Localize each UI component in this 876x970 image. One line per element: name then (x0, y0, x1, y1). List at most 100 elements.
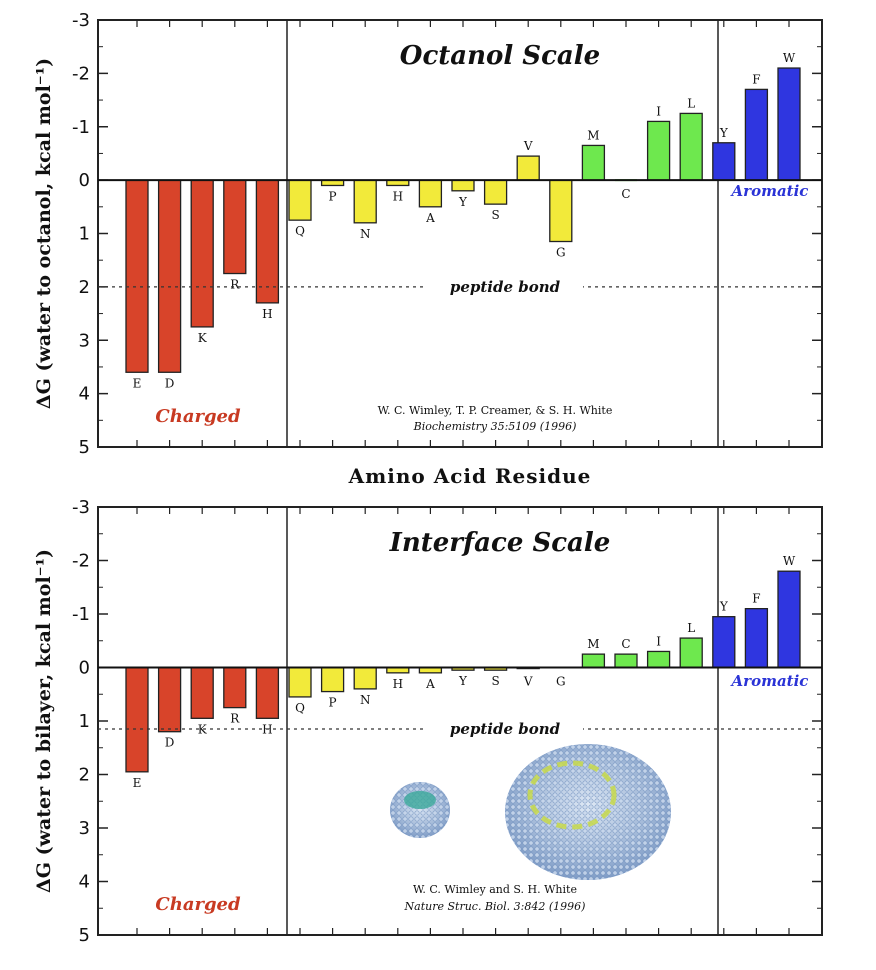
bar-label: K (198, 722, 208, 736)
bar-F (744, 88, 769, 181)
peptide-label-bg (427, 717, 583, 738)
bar-label: S (491, 674, 499, 688)
bar-label: A (425, 677, 435, 691)
peptide-bond-label: peptide bond (450, 278, 561, 296)
y-tick-label: -3 (72, 497, 90, 518)
charged-group-label: Charged (155, 406, 241, 427)
bar-L (679, 637, 703, 669)
bar-label: Y (719, 126, 729, 140)
bar-label: K (198, 331, 208, 345)
bar-S (483, 179, 508, 205)
bar-D (157, 666, 182, 733)
aromatic-group-label: Aromatic (730, 182, 809, 200)
bar-label: V (523, 139, 533, 153)
micelle-lipids (390, 782, 450, 838)
y-tick-label: 3 (79, 330, 90, 351)
bar-C (614, 653, 638, 669)
bar-label: W (783, 51, 796, 65)
bar-label: C (621, 187, 630, 201)
y-tick-label: -2 (72, 63, 90, 84)
bar-label: S (491, 208, 499, 222)
peptide-bond-label: peptide bond (450, 720, 561, 738)
y-tick-label: 0 (79, 170, 90, 191)
bar-label: N (360, 227, 371, 241)
bar-label: W (783, 554, 796, 568)
bar-label: Y (458, 195, 468, 209)
bar-label: G (556, 675, 566, 689)
bar-E (125, 666, 149, 773)
y-tick-label: 4 (79, 872, 90, 893)
y-tick-label: -2 (72, 551, 90, 572)
bar-label: R (230, 278, 240, 292)
y-tick-label: -1 (72, 604, 90, 625)
bar-label: C (621, 637, 630, 651)
bar-label: D (165, 736, 175, 750)
bar-label: I (656, 104, 661, 118)
bar-W (777, 67, 801, 181)
octanol-scale-panel: -3 -2 -1 0 1 2 3 4 5 E D K R H Q P N H A Y S V G M C I L Y F Wpeptide… (33, 10, 823, 458)
bar-K (190, 179, 214, 328)
bar-label: Y (458, 674, 468, 688)
bar-label: Q (295, 701, 305, 715)
y-tick-label: 1 (79, 711, 90, 732)
y-tick-label: 4 (79, 384, 90, 405)
bar-label: G (556, 246, 566, 260)
y-tick-label: 5 (79, 925, 90, 946)
x-axis-title: Amino Acid Residue (348, 464, 592, 488)
bar-label: F (752, 72, 760, 86)
bar-label: M (587, 637, 599, 651)
y-tick-label: 2 (79, 277, 90, 298)
bar-label: Q (295, 224, 305, 238)
bar-M (581, 144, 606, 181)
y-tick-label: 1 (79, 224, 90, 245)
aromatic-group-label: Aromatic (730, 672, 809, 690)
bar-label: H (393, 189, 403, 203)
y-tick-label: 2 (79, 765, 90, 786)
bar-label: F (752, 592, 760, 606)
scale-title: Interface Scale (389, 528, 611, 558)
citation-authors: W. C. Wimley, T. P. Creamer, & S. H. Whi… (378, 404, 613, 417)
bar-label: M (587, 128, 599, 142)
bar-G (549, 179, 573, 243)
bar-label: A (425, 211, 435, 225)
bar-H (255, 666, 280, 719)
bar-E (125, 179, 149, 373)
bar-N (353, 666, 377, 690)
bar-Y (451, 179, 475, 192)
bar-H (255, 179, 280, 304)
y-axis-label: ΔG (water to bilayer, kcal mol⁻¹) (33, 549, 55, 893)
bar-Q (288, 179, 312, 221)
y-axis-label: ΔG (water to octanol, kcal mol⁻¹) (33, 58, 55, 409)
bar-label: N (360, 693, 371, 707)
bar-label: H (262, 307, 272, 321)
y-tick-label: -1 (72, 117, 90, 138)
bar-label: L (687, 96, 695, 110)
bar-R (223, 666, 247, 709)
bar-label: E (133, 776, 142, 790)
bar-K (190, 666, 214, 719)
bar-F (744, 608, 769, 669)
bar-N (353, 179, 377, 224)
bar-L (679, 112, 703, 181)
bar-Q (288, 666, 312, 698)
bar-A (418, 179, 443, 208)
bar-P (320, 666, 345, 693)
bar-label: H (393, 677, 403, 691)
bar-W (777, 570, 801, 669)
y-tick-label: -3 (72, 10, 90, 31)
bar-I (646, 650, 671, 669)
liposome-peptides (527, 760, 617, 830)
bar-Y (712, 142, 736, 181)
y-tick-label: 5 (79, 437, 90, 458)
bar-label: P (329, 189, 337, 203)
peptide-label-bg (427, 274, 583, 295)
bar-label: P (329, 696, 337, 710)
bar-R (223, 179, 247, 275)
micelle-core (404, 791, 436, 809)
liposome-lipids (505, 744, 671, 880)
bar-V (516, 155, 540, 181)
citation-journal: Nature Struc. Biol. 3:842 (1996) (404, 900, 586, 913)
citation-journal: Biochemistry 35:5109 (1996) (413, 420, 577, 433)
